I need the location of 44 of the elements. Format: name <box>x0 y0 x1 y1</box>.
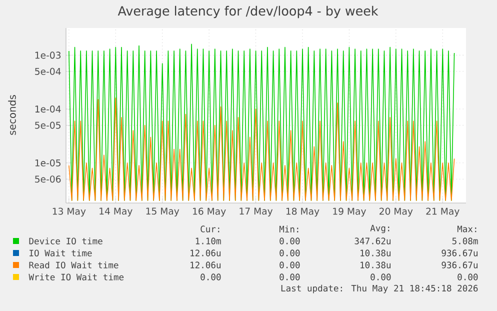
x-tick-label: 19 May <box>333 208 366 217</box>
y-tick-label: 1e-05 <box>35 159 60 166</box>
y-tick-label: 1e-03 <box>35 52 61 59</box>
y-axis-title: seconds <box>8 95 16 135</box>
text: 0.00 <box>200 274 221 280</box>
text: 10.38u <box>360 262 390 268</box>
x-tick-label: 18 May <box>286 208 320 217</box>
text: 12.06u <box>190 250 221 256</box>
line-series <box>68 44 455 201</box>
line-series <box>68 98 455 201</box>
text: 0.00 <box>458 274 478 280</box>
text: Avg: <box>370 224 390 234</box>
x-tick-label: 17 May <box>240 208 273 216</box>
text: 12.06u <box>190 262 221 268</box>
text: Cur: <box>200 226 220 232</box>
y-tick-label: 5e-06 <box>35 176 61 183</box>
x-tick-label: 15 May <box>146 208 180 216</box>
text: 936.67u <box>442 262 478 268</box>
text: 10.38u <box>360 250 390 256</box>
legend-label: Read IO Wait time <box>29 262 118 268</box>
text: 0.00 <box>280 262 300 268</box>
text: 5.08m <box>452 238 478 244</box>
y-tick-label: 1e-04 <box>35 106 61 113</box>
text: Last update: Thu May 21 18:45:18 2026 <box>281 284 478 294</box>
legend-label: Write IO Wait time <box>28 274 124 280</box>
chart-title: Average latency for /dev/loop4 - by week <box>118 6 378 18</box>
y-tick-label: 5e-05 <box>35 122 60 129</box>
x-tick-label: 13 May <box>52 208 86 217</box>
text: Max: <box>457 226 476 232</box>
x-tick-label: 20 May <box>380 208 413 217</box>
text: 0.00 <box>280 238 300 244</box>
x-tick-label: 14 May <box>100 208 132 216</box>
text: Min: <box>279 226 298 232</box>
text: 0.00 <box>370 274 391 280</box>
y-tick-label: 5e-04 <box>35 68 61 75</box>
text: 936.67u <box>442 250 478 256</box>
text: 347.62u <box>354 238 390 244</box>
legend-label: Device IO time <box>29 238 102 244</box>
text: 0.00 <box>280 274 300 280</box>
x-tick-label: 21 May <box>426 208 460 217</box>
text: 0.00 <box>280 250 300 256</box>
legend-label: IO Wait time <box>30 250 92 256</box>
x-tick-label: 16 May <box>193 208 226 217</box>
text: 1.10m <box>196 238 221 244</box>
